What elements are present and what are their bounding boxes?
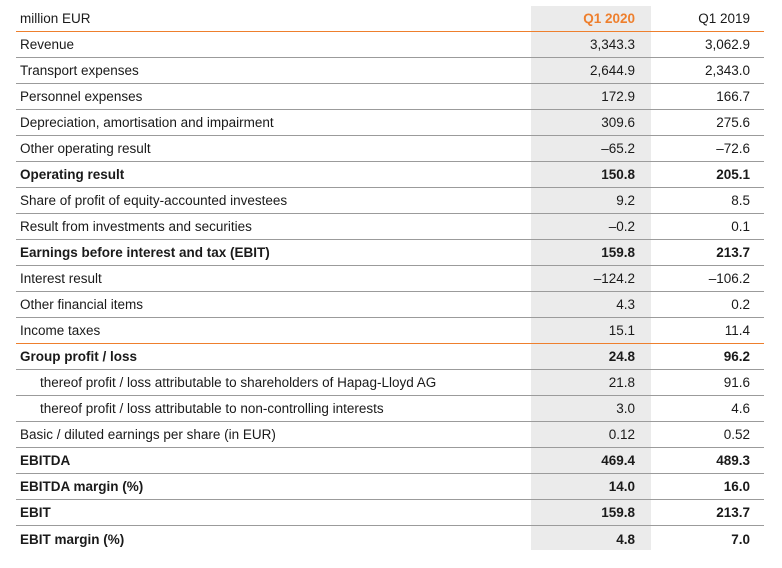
value-q1-2020: –65.2 xyxy=(601,141,635,156)
row-label: Personnel expenses xyxy=(20,89,143,104)
value-q1-2019: –106.2 xyxy=(708,271,750,286)
row-label: EBITDA margin (%) xyxy=(20,479,144,494)
value-q1-2019: 0.52 xyxy=(723,427,750,442)
row-label: EBITDA xyxy=(20,453,71,468)
table-row: Depreciation, amortisation and impairmen… xyxy=(16,110,764,136)
row-label: Operating result xyxy=(20,167,125,182)
value-q1-2019: 7.0 xyxy=(731,531,750,547)
value-q1-2020: –0.2 xyxy=(608,219,635,234)
row-label: EBIT xyxy=(20,505,51,520)
table-header: million EUR Q1 2020 Q1 2019 xyxy=(16,6,764,32)
table-row: Other financial items 4.3 0.2 xyxy=(16,292,764,318)
table-row: Basic / diluted earnings per share (in E… xyxy=(16,422,764,448)
table-row: Interest result –124.2 –106.2 xyxy=(16,266,764,292)
col-header-q1-2019: Q1 2019 xyxy=(698,11,750,26)
value-q1-2020: –124.2 xyxy=(593,271,635,286)
table-row: EBITDA 469.4 489.3 xyxy=(16,448,764,474)
row-label: Group profit / loss xyxy=(20,349,137,364)
value-q1-2019: 489.3 xyxy=(716,453,750,468)
table-row: Group profit / loss 24.8 96.2 xyxy=(16,344,764,370)
value-q1-2020: 159.8 xyxy=(601,245,635,260)
value-q1-2020: 150.8 xyxy=(601,167,635,182)
table-row: EBIT 159.8 213.7 xyxy=(16,500,764,526)
row-label: Transport expenses xyxy=(20,63,139,78)
table-row: Personnel expenses 172.9 166.7 xyxy=(16,84,764,110)
value-q1-2019: 0.1 xyxy=(731,219,750,234)
value-q1-2020: 159.8 xyxy=(601,505,635,520)
value-q1-2019: 2,343.0 xyxy=(704,63,750,78)
row-label: thereof profit / loss attributable to sh… xyxy=(40,375,437,390)
col-header-q1-2020: Q1 2020 xyxy=(583,11,635,26)
row-label: Basic / diluted earnings per share (in E… xyxy=(20,427,276,442)
row-label: Share of profit of equity-accounted inve… xyxy=(20,193,288,208)
value-q1-2020: 14.0 xyxy=(608,479,635,494)
table-row: EBIT margin (%) 4.8 7.0 xyxy=(16,526,764,552)
value-q1-2020: 4.8 xyxy=(616,531,635,547)
income-statement-table: million EUR Q1 2020 Q1 2019 Revenue 3,343… xyxy=(16,6,764,552)
value-q1-2019: 275.6 xyxy=(716,115,750,130)
value-q1-2020: 309.6 xyxy=(601,115,635,130)
table-row: Share of profit of equity-accounted inve… xyxy=(16,188,764,214)
table-row: thereof profit / loss attributable to no… xyxy=(16,396,764,422)
table-row: Other operating result –65.2 –72.6 xyxy=(16,136,764,162)
value-q1-2019: 205.1 xyxy=(716,167,750,182)
row-label: Revenue xyxy=(20,37,75,52)
value-q1-2020: 3,343.3 xyxy=(589,37,635,52)
value-q1-2020: 0.12 xyxy=(608,427,635,442)
value-q1-2020: 4.3 xyxy=(616,297,635,312)
value-q1-2019: 166.7 xyxy=(716,89,750,104)
value-q1-2019: 11.4 xyxy=(724,323,750,338)
row-label: Interest result xyxy=(20,271,102,286)
table-row: thereof profit / loss attributable to sh… xyxy=(16,370,764,396)
unit-label: million EUR xyxy=(20,11,91,26)
table-row: Earnings before interest and tax (EBIT) 1… xyxy=(16,240,764,266)
value-q1-2019: –72.6 xyxy=(716,141,750,156)
value-q1-2020: 2,644.9 xyxy=(589,63,635,78)
value-q1-2019: 91.6 xyxy=(723,375,750,390)
value-q1-2019: 3,062.9 xyxy=(704,37,750,52)
value-q1-2019: 8.5 xyxy=(731,193,750,208)
table-row: Result from investments and securities –0… xyxy=(16,214,764,240)
row-label: Result from investments and securities xyxy=(20,219,252,234)
value-q1-2019: 16.0 xyxy=(723,479,750,494)
table-row: Transport expenses 2,644.9 2,343.0 xyxy=(16,58,764,84)
row-label: Other financial items xyxy=(20,297,144,312)
table-row: Income taxes 15.1 11.4 xyxy=(16,318,764,344)
value-q1-2019: 96.2 xyxy=(723,349,750,364)
value-q1-2020: 9.2 xyxy=(616,193,635,208)
value-q1-2019: 4.6 xyxy=(731,401,750,416)
table-body: Revenue 3,343.3 3,062.9 Transport expenses 2… xyxy=(16,32,764,552)
table-row: EBITDA margin (%) 14.0 16.0 xyxy=(16,474,764,500)
value-q1-2020: 3.0 xyxy=(616,401,635,416)
value-q1-2020: 172.9 xyxy=(601,89,635,104)
value-q1-2020: 24.8 xyxy=(608,349,635,364)
value-q1-2020: 469.4 xyxy=(601,453,635,468)
row-label: Other operating result xyxy=(20,141,151,156)
row-label: Depreciation, amortisation and impairmen… xyxy=(20,115,274,130)
row-label: thereof profit / loss attributable to no… xyxy=(40,401,384,416)
row-label: Income taxes xyxy=(20,323,101,338)
table-row: Operating result 150.8 205.1 xyxy=(16,162,764,188)
value-q1-2019: 213.7 xyxy=(716,505,750,520)
value-q1-2019: 213.7 xyxy=(716,245,750,260)
value-q1-2019: 0.2 xyxy=(731,297,750,312)
highlight-column xyxy=(531,6,651,550)
value-q1-2020: 21.8 xyxy=(608,375,635,390)
value-q1-2020: 15.1 xyxy=(608,323,635,338)
row-label: EBIT margin (%) xyxy=(20,531,125,547)
row-label: Earnings before interest and tax (EBIT) xyxy=(20,245,270,260)
table-row: Revenue 3,343.3 3,062.9 xyxy=(16,32,764,58)
